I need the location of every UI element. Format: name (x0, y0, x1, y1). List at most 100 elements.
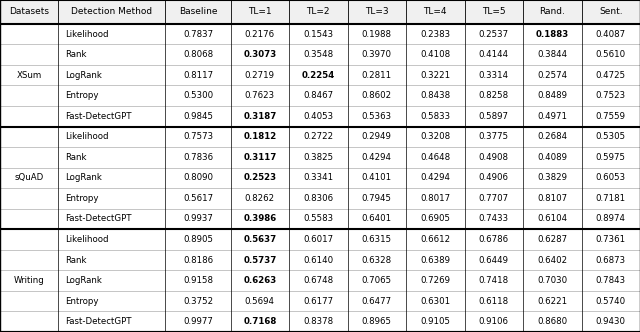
Text: 0.5975: 0.5975 (596, 153, 626, 162)
Text: 0.7945: 0.7945 (362, 194, 392, 203)
Bar (0, 250, 640, 270)
Bar (0, 65, 640, 85)
Text: 0.3844: 0.3844 (537, 50, 567, 59)
Bar (0, 44, 640, 65)
Text: Likelihood: Likelihood (65, 235, 108, 244)
Text: 0.8090: 0.8090 (183, 173, 213, 182)
Text: 0.4648: 0.4648 (420, 153, 451, 162)
Text: 0.6389: 0.6389 (420, 256, 451, 265)
Text: 0.8306: 0.8306 (303, 194, 333, 203)
Text: TL=5: TL=5 (482, 7, 506, 16)
Text: Baseline: Baseline (179, 7, 217, 16)
Text: 0.6748: 0.6748 (303, 276, 333, 285)
Text: 0.6177: 0.6177 (303, 297, 333, 306)
Text: 0.6017: 0.6017 (303, 235, 333, 244)
Text: 0.3117: 0.3117 (243, 153, 276, 162)
Text: 0.1988: 0.1988 (362, 30, 392, 39)
Text: 0.3752: 0.3752 (183, 297, 213, 306)
Text: 0.3208: 0.3208 (420, 132, 451, 141)
Text: 0.2811: 0.2811 (362, 71, 392, 80)
Text: LogRank: LogRank (65, 173, 102, 182)
Text: 0.7030: 0.7030 (537, 276, 567, 285)
Text: 0.9430: 0.9430 (596, 317, 626, 326)
Text: 0.5737: 0.5737 (243, 256, 276, 265)
Text: 0.4053: 0.4053 (303, 112, 333, 121)
Text: 0.3970: 0.3970 (362, 50, 392, 59)
Bar (0, 147, 640, 168)
Text: 0.5694: 0.5694 (245, 297, 275, 306)
Text: 0.8438: 0.8438 (420, 91, 451, 100)
Text: TL=1: TL=1 (248, 7, 271, 16)
Text: 0.7573: 0.7573 (183, 132, 213, 141)
Text: 0.4089: 0.4089 (537, 153, 567, 162)
Text: Likelihood: Likelihood (65, 132, 108, 141)
Bar (0, 106, 640, 126)
Text: 0.3221: 0.3221 (420, 71, 451, 80)
Bar (0, 168, 640, 188)
Text: 0.5300: 0.5300 (183, 91, 213, 100)
Text: LogRank: LogRank (65, 276, 102, 285)
Text: 0.9845: 0.9845 (183, 112, 213, 121)
Text: 0.1812: 0.1812 (243, 132, 276, 141)
Text: 0.7418: 0.7418 (479, 276, 509, 285)
Text: 0.3548: 0.3548 (303, 50, 333, 59)
Text: 0.4294: 0.4294 (420, 173, 451, 182)
Text: 0.2722: 0.2722 (303, 132, 333, 141)
Text: 0.2383: 0.2383 (420, 30, 451, 39)
Text: 0.5833: 0.5833 (420, 112, 451, 121)
Text: 0.8068: 0.8068 (183, 50, 213, 59)
Text: 0.4087: 0.4087 (596, 30, 626, 39)
Bar (0, 311, 640, 332)
Text: 0.5305: 0.5305 (596, 132, 626, 141)
Text: 0.6315: 0.6315 (362, 235, 392, 244)
Text: 0.6401: 0.6401 (362, 214, 392, 223)
Text: Rank: Rank (65, 50, 86, 59)
Text: 0.3073: 0.3073 (243, 50, 276, 59)
Text: 0.2684: 0.2684 (537, 132, 567, 141)
Text: 0.3341: 0.3341 (303, 173, 333, 182)
Text: 0.2176: 0.2176 (244, 30, 275, 39)
Text: 0.9937: 0.9937 (183, 214, 213, 223)
Text: 0.5617: 0.5617 (183, 194, 213, 203)
Text: 0.7361: 0.7361 (596, 235, 626, 244)
Text: 0.1543: 0.1543 (303, 30, 333, 39)
Text: 0.2523: 0.2523 (243, 173, 276, 182)
Text: 0.7433: 0.7433 (479, 214, 509, 223)
Bar (0, 85, 640, 106)
Text: 0.8974: 0.8974 (596, 214, 626, 223)
Text: 0.4908: 0.4908 (479, 153, 509, 162)
Text: 0.3187: 0.3187 (243, 112, 276, 121)
Text: 0.6263: 0.6263 (243, 276, 276, 285)
Text: 0.3825: 0.3825 (303, 153, 333, 162)
Text: TL=2: TL=2 (307, 7, 330, 16)
Text: Rank: Rank (65, 256, 86, 265)
Text: TL=4: TL=4 (424, 7, 447, 16)
Text: 0.8680: 0.8680 (537, 317, 567, 326)
Text: 0.4906: 0.4906 (479, 173, 509, 182)
Text: 0.8489: 0.8489 (537, 91, 567, 100)
Text: 0.6449: 0.6449 (479, 256, 509, 265)
Text: 0.6140: 0.6140 (303, 256, 333, 265)
Text: 0.8467: 0.8467 (303, 91, 333, 100)
Text: 0.6301: 0.6301 (420, 297, 451, 306)
Text: 0.6221: 0.6221 (537, 297, 567, 306)
Text: 0.9106: 0.9106 (479, 317, 509, 326)
Text: XSum: XSum (17, 71, 42, 80)
Text: 0.7168: 0.7168 (243, 317, 276, 326)
Text: 0.9105: 0.9105 (420, 317, 451, 326)
Text: 0.1883: 0.1883 (536, 30, 569, 39)
Text: 0.6053: 0.6053 (596, 173, 626, 182)
Bar (0, 291, 640, 311)
Text: Fast-DetectGPT: Fast-DetectGPT (65, 214, 131, 223)
Text: 0.2949: 0.2949 (362, 132, 392, 141)
Text: 0.7065: 0.7065 (362, 276, 392, 285)
Text: 0.8378: 0.8378 (303, 317, 333, 326)
Text: Rand.: Rand. (540, 7, 565, 16)
Text: 0.6287: 0.6287 (537, 235, 567, 244)
Text: 0.6477: 0.6477 (362, 297, 392, 306)
Text: 0.6786: 0.6786 (479, 235, 509, 244)
Text: 0.9977: 0.9977 (183, 317, 213, 326)
Text: 0.5583: 0.5583 (303, 214, 333, 223)
Text: Writing: Writing (14, 276, 45, 285)
Text: 0.4144: 0.4144 (479, 50, 509, 59)
